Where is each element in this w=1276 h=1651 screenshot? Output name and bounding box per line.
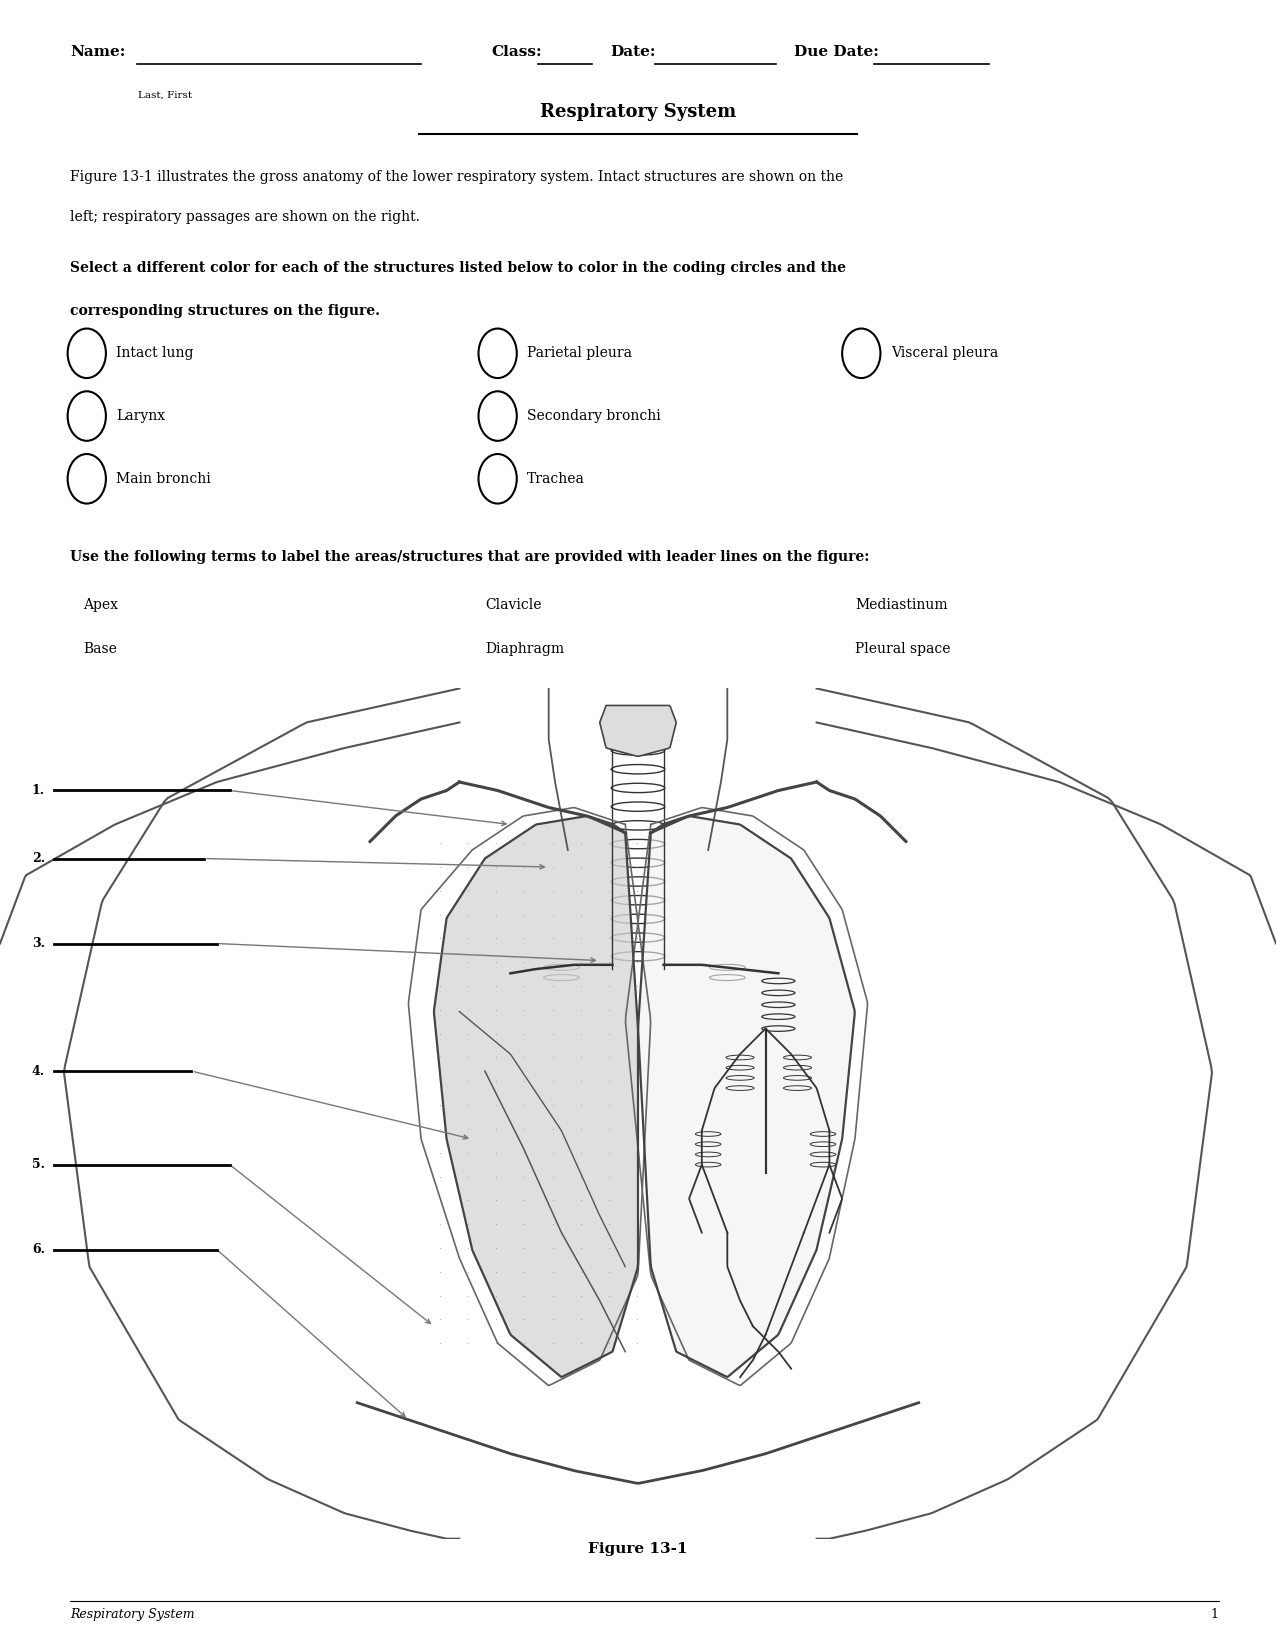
Text: Diaphragm: Diaphragm <box>485 642 564 655</box>
Text: Clavicle: Clavicle <box>485 598 541 611</box>
Text: Apex: Apex <box>83 598 117 611</box>
Text: 3.: 3. <box>32 938 45 949</box>
Text: Trachea: Trachea <box>527 472 584 485</box>
Text: corresponding structures on the figure.: corresponding structures on the figure. <box>70 304 380 317</box>
Text: left; respiratory passages are shown on the right.: left; respiratory passages are shown on … <box>70 210 420 223</box>
Text: Larynx: Larynx <box>116 409 165 423</box>
Text: Base: Base <box>83 642 117 655</box>
Text: Visceral pleura: Visceral pleura <box>891 347 998 360</box>
Text: Parietal pleura: Parietal pleura <box>527 347 632 360</box>
Text: Date:: Date: <box>610 46 656 59</box>
Text: 5.: 5. <box>32 1157 45 1171</box>
Text: Figure 13-1: Figure 13-1 <box>588 1542 688 1555</box>
Text: Respiratory System: Respiratory System <box>540 102 736 121</box>
Text: Due Date:: Due Date: <box>794 46 879 59</box>
Text: 6.: 6. <box>32 1243 45 1256</box>
Polygon shape <box>600 705 676 756</box>
Text: Intact lung: Intact lung <box>116 347 194 360</box>
Text: Pleural space: Pleural space <box>855 642 951 655</box>
Text: 2.: 2. <box>32 852 45 865</box>
Text: Last, First: Last, First <box>138 91 191 99</box>
Text: 1.: 1. <box>32 784 45 797</box>
Text: Class:: Class: <box>491 46 542 59</box>
Polygon shape <box>434 816 638 1377</box>
Text: Secondary bronchi: Secondary bronchi <box>527 409 661 423</box>
Text: 1: 1 <box>1211 1608 1219 1621</box>
Text: Main bronchi: Main bronchi <box>116 472 211 485</box>
Text: Name:: Name: <box>70 46 125 59</box>
Text: Respiratory System: Respiratory System <box>70 1608 195 1621</box>
Text: Select a different color for each of the structures listed below to color in the: Select a different color for each of the… <box>70 261 846 274</box>
Text: Figure 13-1 illustrates the gross anatomy of the lower respiratory system. Intac: Figure 13-1 illustrates the gross anatom… <box>70 170 843 183</box>
Text: Use the following terms to label the areas/structures that are provided with lea: Use the following terms to label the are… <box>70 550 869 563</box>
Text: Mediastinum: Mediastinum <box>855 598 948 611</box>
Polygon shape <box>638 816 855 1377</box>
Text: 4.: 4. <box>32 1065 45 1078</box>
